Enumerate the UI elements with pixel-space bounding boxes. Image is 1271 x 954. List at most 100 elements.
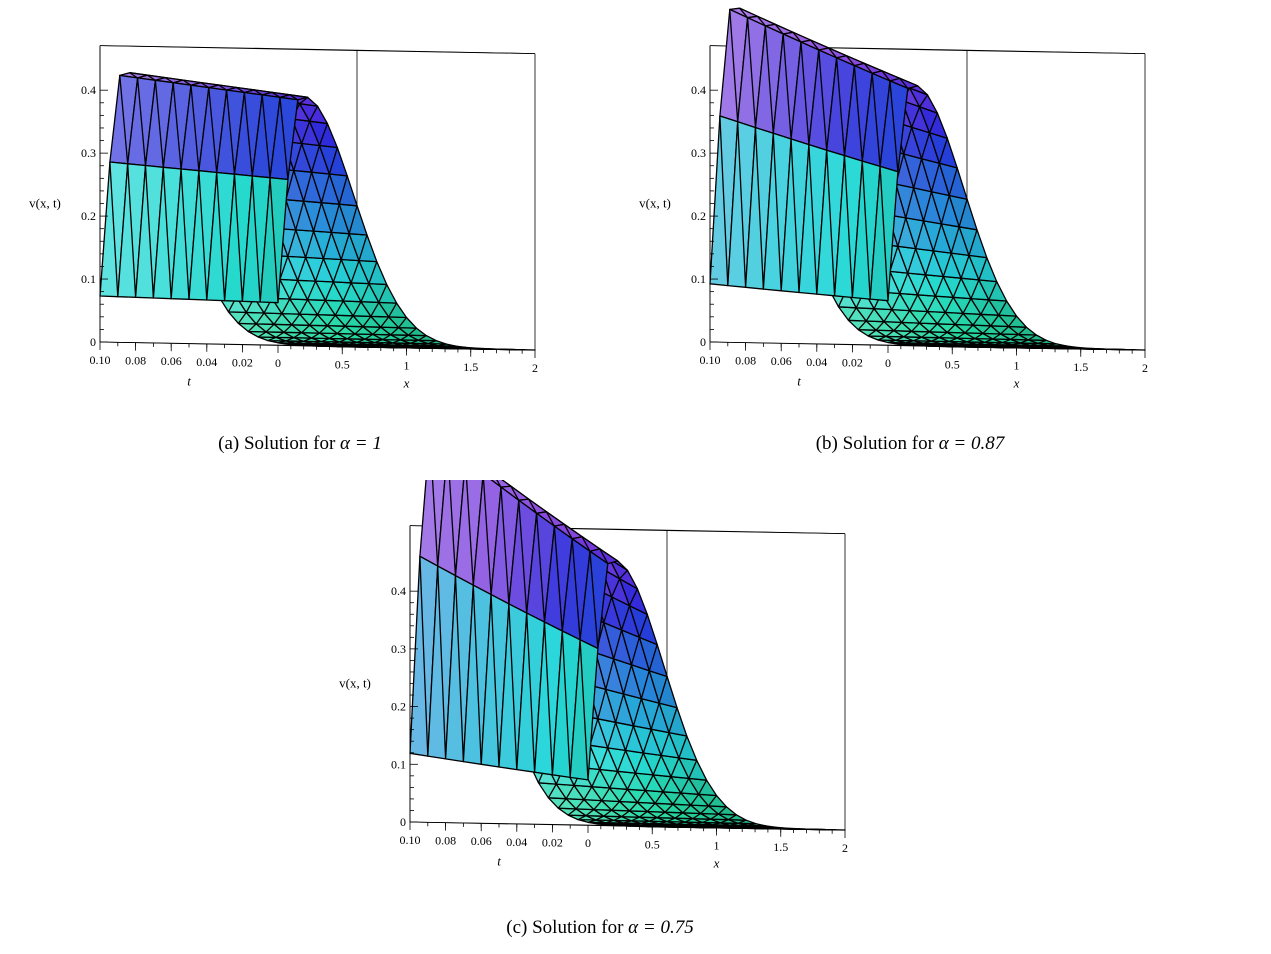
x-tick-label: 1 — [714, 839, 720, 853]
z-tick-label: 0.4 — [391, 584, 406, 598]
surface-diagonal — [818, 49, 828, 151]
surface-diagonal — [257, 331, 267, 338]
surface-diagonal — [326, 314, 336, 327]
surface-diagonal — [589, 551, 599, 649]
surface-diagonal — [619, 569, 629, 580]
surface-diagonal — [915, 220, 925, 249]
surface-diagonal — [756, 15, 766, 27]
surface-diagonal — [328, 147, 338, 175]
surface-diagonal — [400, 334, 409, 341]
surface-diagonal — [591, 769, 601, 787]
surface-diagonal — [577, 815, 587, 821]
surface-diagonal — [109, 162, 119, 297]
t-tick-label: 0.06 — [771, 354, 792, 368]
surface-diagonal — [960, 255, 970, 279]
caption-a-prefix: (a) Solution for — [218, 433, 341, 454]
surface-diagonal — [638, 811, 648, 818]
surface-diagonal — [301, 120, 311, 144]
t-tick-label: 0.02 — [842, 355, 863, 369]
surface-diagonal — [656, 811, 666, 819]
surface-diagonal — [408, 327, 417, 336]
surface-diagonal — [930, 163, 941, 192]
box-edge — [666, 530, 846, 535]
surface-diagonal — [865, 308, 875, 322]
surface-diagonal — [990, 314, 1000, 327]
surface-diagonal — [942, 252, 952, 277]
surface-diagonal — [597, 689, 607, 720]
surface-diagonal — [311, 332, 320, 339]
surface-diagonal — [926, 295, 936, 312]
surface-diagonal — [557, 798, 567, 809]
surface-diagonal — [772, 133, 782, 291]
x-tick-label: 0.5 — [945, 357, 960, 371]
surface-diagonal — [964, 324, 974, 334]
surface-diagonal — [364, 333, 374, 340]
surface-diagonal — [974, 332, 984, 340]
surface-diagonal — [182, 79, 192, 86]
box-edge — [356, 50, 536, 55]
z-tick-label: 0.2 — [691, 209, 706, 223]
surface-diagonal — [982, 325, 992, 334]
surface-diagonal — [688, 760, 698, 779]
surface-diagonal — [698, 779, 708, 795]
surface-diagonal — [336, 325, 346, 335]
surface-diagonal — [190, 85, 200, 171]
surface-diagonal — [297, 257, 307, 281]
surface-diagonal — [828, 47, 838, 59]
surface-diagonal — [611, 578, 621, 598]
surface-diagonal — [845, 55, 855, 66]
surface-diagonal — [218, 84, 227, 91]
surface-diagonal — [628, 801, 638, 812]
surface-diagonal — [390, 327, 400, 336]
z-tick-label: 0.1 — [391, 757, 406, 771]
z-tick-label: 0.2 — [391, 700, 406, 714]
surface-diagonal — [526, 613, 536, 773]
surface-diagonal — [921, 331, 930, 338]
surface-diagonal — [334, 300, 344, 316]
surface-diagonal — [305, 230, 315, 258]
surface-diagonal — [950, 226, 960, 254]
surface-diagonal — [419, 556, 429, 757]
surface-diagonal — [237, 312, 247, 324]
surface-diagonal — [903, 330, 913, 338]
surface-diagonal — [861, 161, 871, 300]
surface-diagonal — [810, 39, 820, 51]
surface-diagonal — [603, 809, 613, 817]
surface-diagonal — [718, 806, 727, 815]
surface-diagonal — [907, 248, 917, 274]
surface-diagonal — [291, 313, 301, 326]
surface-diagonal — [624, 725, 635, 751]
surface-diagonal — [472, 585, 482, 765]
surface-diagonal — [650, 702, 660, 730]
surface-diagonal — [800, 41, 810, 145]
surface-diagonal — [599, 548, 609, 564]
surface-diagonal — [129, 72, 138, 79]
surface-diagonal — [893, 321, 903, 332]
surface-diagonal — [917, 274, 927, 296]
surface-diagonal — [863, 62, 873, 74]
surface-diagonal — [998, 300, 1008, 316]
x-tick-label: 0 — [275, 356, 281, 370]
surface-diagonal — [674, 812, 684, 819]
plot-c: 0 0.1 0.2 0.3 0.4 0 0.5 1 1.5 2 0.10 0.08 0.06 0.04 0.… — [339, 480, 848, 871]
surface-diagonal — [583, 786, 593, 800]
surface-diagonal — [1028, 334, 1037, 341]
surface-diagonal — [920, 132, 931, 159]
surface-diagonal — [944, 297, 954, 313]
surface-diagonal — [360, 283, 370, 302]
surface-diagonal — [708, 795, 718, 807]
surface-diagonal — [314, 258, 325, 282]
surface-diagonal — [346, 333, 356, 340]
surface-diagonal — [144, 165, 155, 299]
surface-diagonal — [330, 204, 340, 233]
surface-diagonal — [316, 300, 326, 315]
plot-b: 0 0.1 0.2 0.3 0.4 0 0.5 1 1.5 2 0.10 0.08 0.06 0.04 0.… — [639, 7, 1148, 391]
z-tick-label: 0.1 — [691, 272, 706, 286]
surface-diagonal — [867, 329, 877, 337]
surface-diagonal — [289, 279, 299, 300]
x-tick-label: 1 — [404, 359, 410, 373]
z-tick-label: 0 — [700, 335, 706, 349]
surface-diagonal — [490, 594, 500, 768]
surface-diagonal — [561, 631, 571, 778]
surface-diagonal — [889, 246, 899, 272]
